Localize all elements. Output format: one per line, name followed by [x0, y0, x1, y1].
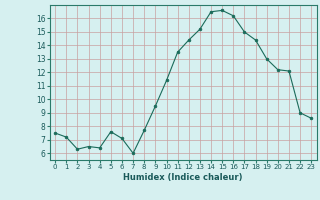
X-axis label: Humidex (Indice chaleur): Humidex (Indice chaleur) [124, 173, 243, 182]
